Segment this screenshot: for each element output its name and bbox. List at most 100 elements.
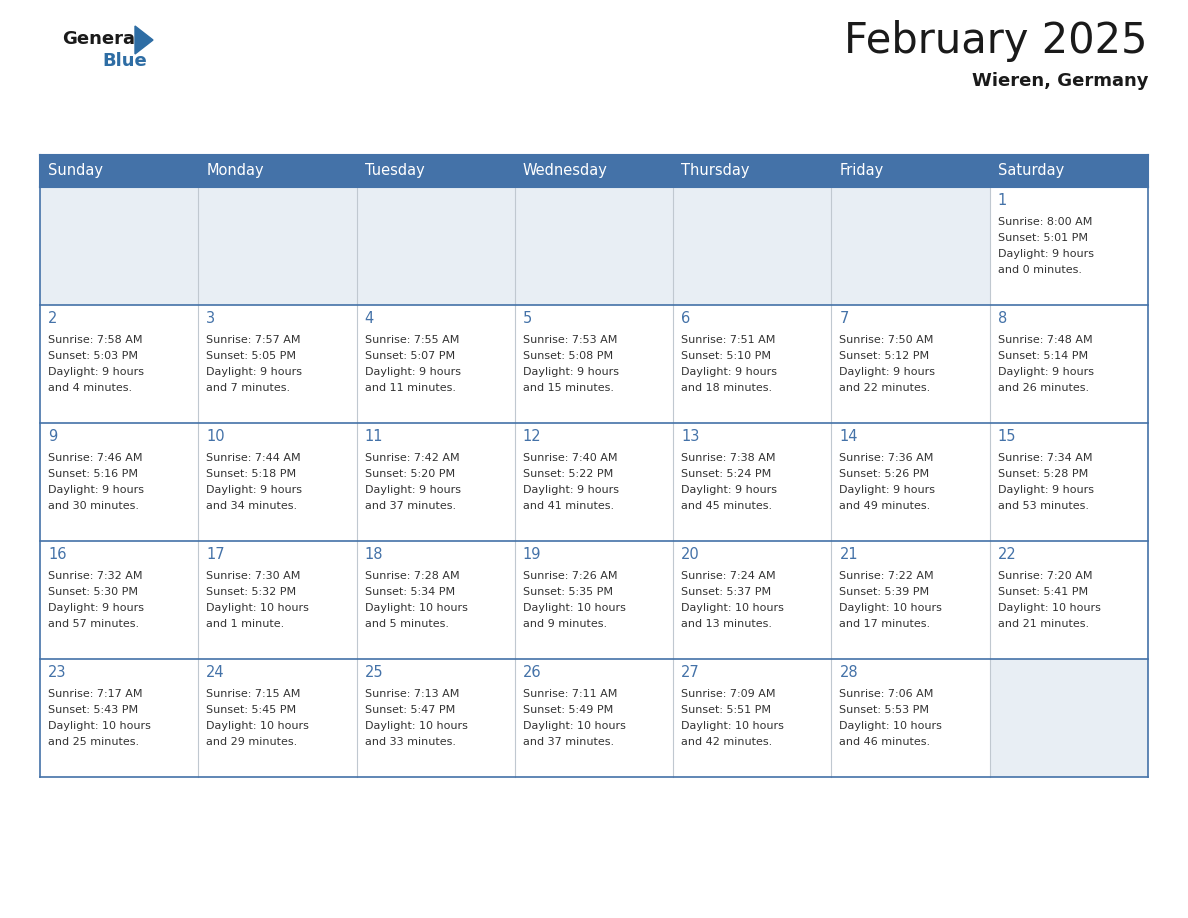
Bar	[40, 423, 198, 541]
Text: Daylight: 9 hours: Daylight: 9 hours	[998, 367, 1094, 377]
Bar	[40, 155, 198, 187]
Text: and 33 minutes.: and 33 minutes.	[365, 737, 455, 747]
Text: Daylight: 9 hours: Daylight: 9 hours	[207, 367, 302, 377]
Text: 24: 24	[207, 665, 225, 680]
Text: Sunset: 5:22 PM: Sunset: 5:22 PM	[523, 469, 613, 479]
Text: 16: 16	[48, 547, 67, 562]
Text: Sunrise: 7:24 AM: Sunrise: 7:24 AM	[681, 571, 776, 581]
Polygon shape	[135, 26, 153, 54]
Text: Sunset: 5:14 PM: Sunset: 5:14 PM	[998, 351, 1088, 361]
Bar	[990, 187, 1148, 305]
Text: Daylight: 9 hours: Daylight: 9 hours	[998, 249, 1094, 259]
Text: and 37 minutes.: and 37 minutes.	[365, 501, 456, 511]
Text: Daylight: 10 hours: Daylight: 10 hours	[365, 603, 467, 613]
Text: Sunday: Sunday	[48, 163, 103, 178]
Bar	[832, 187, 990, 305]
Bar	[198, 423, 356, 541]
Text: and 46 minutes.: and 46 minutes.	[840, 737, 930, 747]
Bar	[990, 423, 1148, 541]
Text: 17: 17	[207, 547, 225, 562]
Text: and 45 minutes.: and 45 minutes.	[681, 501, 772, 511]
Bar	[356, 187, 514, 305]
Text: 15: 15	[998, 429, 1016, 444]
Text: Daylight: 9 hours: Daylight: 9 hours	[48, 485, 144, 495]
Text: Sunset: 5:05 PM: Sunset: 5:05 PM	[207, 351, 296, 361]
Text: 14: 14	[840, 429, 858, 444]
Text: Daylight: 9 hours: Daylight: 9 hours	[840, 367, 935, 377]
Text: Wieren, Germany: Wieren, Germany	[972, 72, 1148, 90]
Text: Sunset: 5:12 PM: Sunset: 5:12 PM	[840, 351, 929, 361]
Text: Daylight: 10 hours: Daylight: 10 hours	[840, 603, 942, 613]
Text: Daylight: 9 hours: Daylight: 9 hours	[523, 367, 619, 377]
Bar	[514, 305, 674, 423]
Text: 26: 26	[523, 665, 542, 680]
Text: Sunset: 5:08 PM: Sunset: 5:08 PM	[523, 351, 613, 361]
Text: and 15 minutes.: and 15 minutes.	[523, 383, 614, 393]
Text: Daylight: 9 hours: Daylight: 9 hours	[998, 485, 1094, 495]
Text: 6: 6	[681, 311, 690, 326]
Text: Daylight: 9 hours: Daylight: 9 hours	[681, 367, 777, 377]
Text: Sunrise: 7:48 AM: Sunrise: 7:48 AM	[998, 335, 1092, 345]
Text: 8: 8	[998, 311, 1007, 326]
Text: Daylight: 10 hours: Daylight: 10 hours	[998, 603, 1100, 613]
Text: 20: 20	[681, 547, 700, 562]
Text: and 5 minutes.: and 5 minutes.	[365, 619, 449, 629]
Text: Sunrise: 7:11 AM: Sunrise: 7:11 AM	[523, 689, 618, 699]
Bar	[674, 187, 832, 305]
Text: Sunrise: 7:42 AM: Sunrise: 7:42 AM	[365, 453, 460, 463]
Text: Wednesday: Wednesday	[523, 163, 608, 178]
Bar	[198, 659, 356, 777]
Bar	[674, 423, 832, 541]
Text: and 42 minutes.: and 42 minutes.	[681, 737, 772, 747]
Text: Sunrise: 7:09 AM: Sunrise: 7:09 AM	[681, 689, 776, 699]
Text: Sunset: 5:20 PM: Sunset: 5:20 PM	[365, 469, 455, 479]
Text: 1: 1	[998, 193, 1007, 208]
Text: and 13 minutes.: and 13 minutes.	[681, 619, 772, 629]
Text: and 9 minutes.: and 9 minutes.	[523, 619, 607, 629]
Text: Sunset: 5:07 PM: Sunset: 5:07 PM	[365, 351, 455, 361]
Text: Daylight: 10 hours: Daylight: 10 hours	[207, 721, 309, 731]
Text: Sunset: 5:47 PM: Sunset: 5:47 PM	[365, 705, 455, 715]
Text: Sunset: 5:16 PM: Sunset: 5:16 PM	[48, 469, 138, 479]
Text: Sunset: 5:10 PM: Sunset: 5:10 PM	[681, 351, 771, 361]
Text: and 34 minutes.: and 34 minutes.	[207, 501, 297, 511]
Text: Daylight: 10 hours: Daylight: 10 hours	[207, 603, 309, 613]
Text: and 11 minutes.: and 11 minutes.	[365, 383, 455, 393]
Text: Sunrise: 7:15 AM: Sunrise: 7:15 AM	[207, 689, 301, 699]
Text: and 21 minutes.: and 21 minutes.	[998, 619, 1089, 629]
Text: Daylight: 10 hours: Daylight: 10 hours	[523, 721, 626, 731]
Text: Sunrise: 7:17 AM: Sunrise: 7:17 AM	[48, 689, 143, 699]
Text: Sunset: 5:51 PM: Sunset: 5:51 PM	[681, 705, 771, 715]
Bar	[832, 305, 990, 423]
Text: 22: 22	[998, 547, 1017, 562]
Text: and 26 minutes.: and 26 minutes.	[998, 383, 1089, 393]
Text: Daylight: 10 hours: Daylight: 10 hours	[48, 721, 151, 731]
Text: 10: 10	[207, 429, 225, 444]
Text: 21: 21	[840, 547, 858, 562]
Text: Tuesday: Tuesday	[365, 163, 424, 178]
Bar	[674, 305, 832, 423]
Text: Daylight: 10 hours: Daylight: 10 hours	[523, 603, 626, 613]
Text: Sunrise: 7:44 AM: Sunrise: 7:44 AM	[207, 453, 301, 463]
Text: and 49 minutes.: and 49 minutes.	[840, 501, 930, 511]
Text: Sunrise: 7:53 AM: Sunrise: 7:53 AM	[523, 335, 618, 345]
Text: Daylight: 10 hours: Daylight: 10 hours	[681, 603, 784, 613]
Text: Sunrise: 7:13 AM: Sunrise: 7:13 AM	[365, 689, 459, 699]
Text: 11: 11	[365, 429, 383, 444]
Text: Daylight: 9 hours: Daylight: 9 hours	[207, 485, 302, 495]
Bar	[990, 155, 1148, 187]
Text: Sunset: 5:26 PM: Sunset: 5:26 PM	[840, 469, 929, 479]
Text: 13: 13	[681, 429, 700, 444]
Bar	[40, 187, 198, 305]
Bar	[990, 659, 1148, 777]
Text: Sunrise: 7:40 AM: Sunrise: 7:40 AM	[523, 453, 618, 463]
Bar	[356, 659, 514, 777]
Text: Sunrise: 7:36 AM: Sunrise: 7:36 AM	[840, 453, 934, 463]
Text: Sunrise: 7:38 AM: Sunrise: 7:38 AM	[681, 453, 776, 463]
Text: and 57 minutes.: and 57 minutes.	[48, 619, 139, 629]
Text: Sunrise: 7:58 AM: Sunrise: 7:58 AM	[48, 335, 143, 345]
Text: Sunset: 5:39 PM: Sunset: 5:39 PM	[840, 587, 929, 597]
Bar	[198, 541, 356, 659]
Bar	[198, 305, 356, 423]
Text: Monday: Monday	[207, 163, 264, 178]
